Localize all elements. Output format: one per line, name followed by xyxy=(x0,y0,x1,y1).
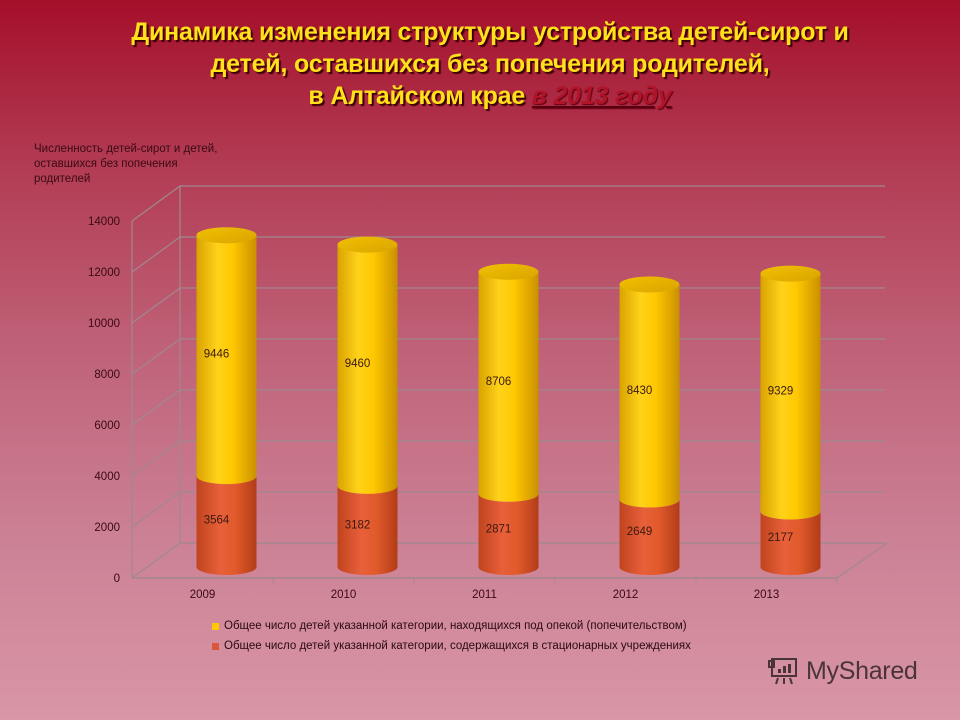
bar-segment-institutions xyxy=(760,511,821,575)
x-tick-label: 2009 xyxy=(190,589,216,601)
y-axis-ticks: 0 2000 4000 6000 8000 10000 12000 14000 xyxy=(88,216,120,585)
bar-2013: 9329 2177 xyxy=(760,265,821,575)
gridline-side xyxy=(131,491,181,528)
title-line-3: в Алтайском крае в 2013 году xyxy=(40,80,940,112)
x-tick-label: 2013 xyxy=(754,589,780,601)
bar-top-cap xyxy=(760,265,821,282)
y-tick-label: 2000 xyxy=(94,522,120,534)
x-axis-ticks: 2009 2010 2011 2012 2013 xyxy=(190,578,838,601)
data-label-institutions: 3564 xyxy=(204,515,230,527)
data-label-guardianship: 9329 xyxy=(768,386,794,398)
bar-segment-guardianship xyxy=(196,235,257,485)
data-label-institutions: 3182 xyxy=(345,519,371,531)
legend-label: Общее число детей указанной категории, н… xyxy=(224,620,687,632)
legend-swatch-yellow xyxy=(212,622,219,630)
chart-bars: 9446 3564 9460 3182 8706 2871 8430 2649 9329 2177 xyxy=(196,227,821,575)
legend-item-guardianship: Общее число детей указанной категории, н… xyxy=(212,616,691,636)
data-label-guardianship: 8706 xyxy=(486,376,512,388)
data-label-guardianship: 8430 xyxy=(627,385,653,397)
title-line-3-main: в Алтайском крае xyxy=(308,82,532,110)
y-tick-label: 12000 xyxy=(88,267,120,279)
watermark: MyShared xyxy=(766,656,918,686)
bar-top-cap xyxy=(196,227,257,244)
bar-segment-institutions xyxy=(478,493,539,575)
y-tick-label: 8000 xyxy=(94,369,120,381)
bar-top-cap xyxy=(619,276,680,293)
slide-title: Динамика изменения структуры устройства … xyxy=(40,16,940,112)
title-year-highlight[interactable]: в 2013 году xyxy=(531,82,672,110)
bar-2012: 8430 2649 xyxy=(619,276,680,575)
gridline-side xyxy=(131,236,181,273)
floor-right-edge xyxy=(836,542,888,579)
data-label-guardianship: 9446 xyxy=(204,349,230,361)
presentation-board-icon xyxy=(768,658,797,685)
title-line-1: Динамика изменения структуры устройства … xyxy=(131,18,849,46)
bar-top-cap xyxy=(337,236,398,253)
y-tick-label: 14000 xyxy=(88,216,120,228)
data-label-guardianship: 9460 xyxy=(345,358,371,370)
y-tick-label: 6000 xyxy=(94,420,120,432)
watermark-text: MyShared xyxy=(806,656,918,685)
data-label-institutions: 2649 xyxy=(627,526,653,538)
bar-segment-institutions xyxy=(619,499,680,575)
y-tick-label: 10000 xyxy=(88,318,120,330)
y-tick-label: 4000 xyxy=(94,471,120,483)
legend-label: Общее число детей указанной категории, с… xyxy=(224,640,691,652)
x-tick-label: 2012 xyxy=(613,589,639,601)
x-tick-label: 2011 xyxy=(472,589,497,601)
bar-segment-guardianship xyxy=(337,244,398,494)
gridline-side xyxy=(131,185,181,222)
bar-2009: 9446 3564 xyxy=(196,227,257,575)
data-label-institutions: 2177 xyxy=(768,532,794,544)
legend-swatch-red xyxy=(212,642,219,650)
x-tick-label: 2010 xyxy=(331,589,357,601)
y-tick-label: 0 xyxy=(114,573,120,585)
bar-segment-institutions xyxy=(196,476,257,575)
bar-2011: 8706 2871 xyxy=(478,263,539,575)
data-label-institutions: 2871 xyxy=(486,523,512,535)
gridline-side xyxy=(131,440,181,477)
bar-segment-guardianship xyxy=(619,284,680,508)
chart-legend: Общее число детей указанной категории, н… xyxy=(212,616,691,656)
gridline-side xyxy=(131,287,181,324)
bar-top-cap xyxy=(478,263,539,280)
gridline-side xyxy=(131,542,181,579)
title-line-2: детей, оставшихся без попечения родителе… xyxy=(210,50,770,78)
gridline-side xyxy=(131,389,181,426)
y-axis-label: Численность детей-сирот и детей, оставши… xyxy=(34,143,218,185)
legend-item-institutions: Общее число детей указанной категории, с… xyxy=(212,636,691,656)
gridline-side xyxy=(131,338,181,375)
bar-segment-guardianship xyxy=(760,273,821,520)
bar-segment-institutions xyxy=(337,485,398,575)
bar-2010: 9460 3182 xyxy=(337,236,398,575)
bar-segment-guardianship xyxy=(478,271,539,502)
